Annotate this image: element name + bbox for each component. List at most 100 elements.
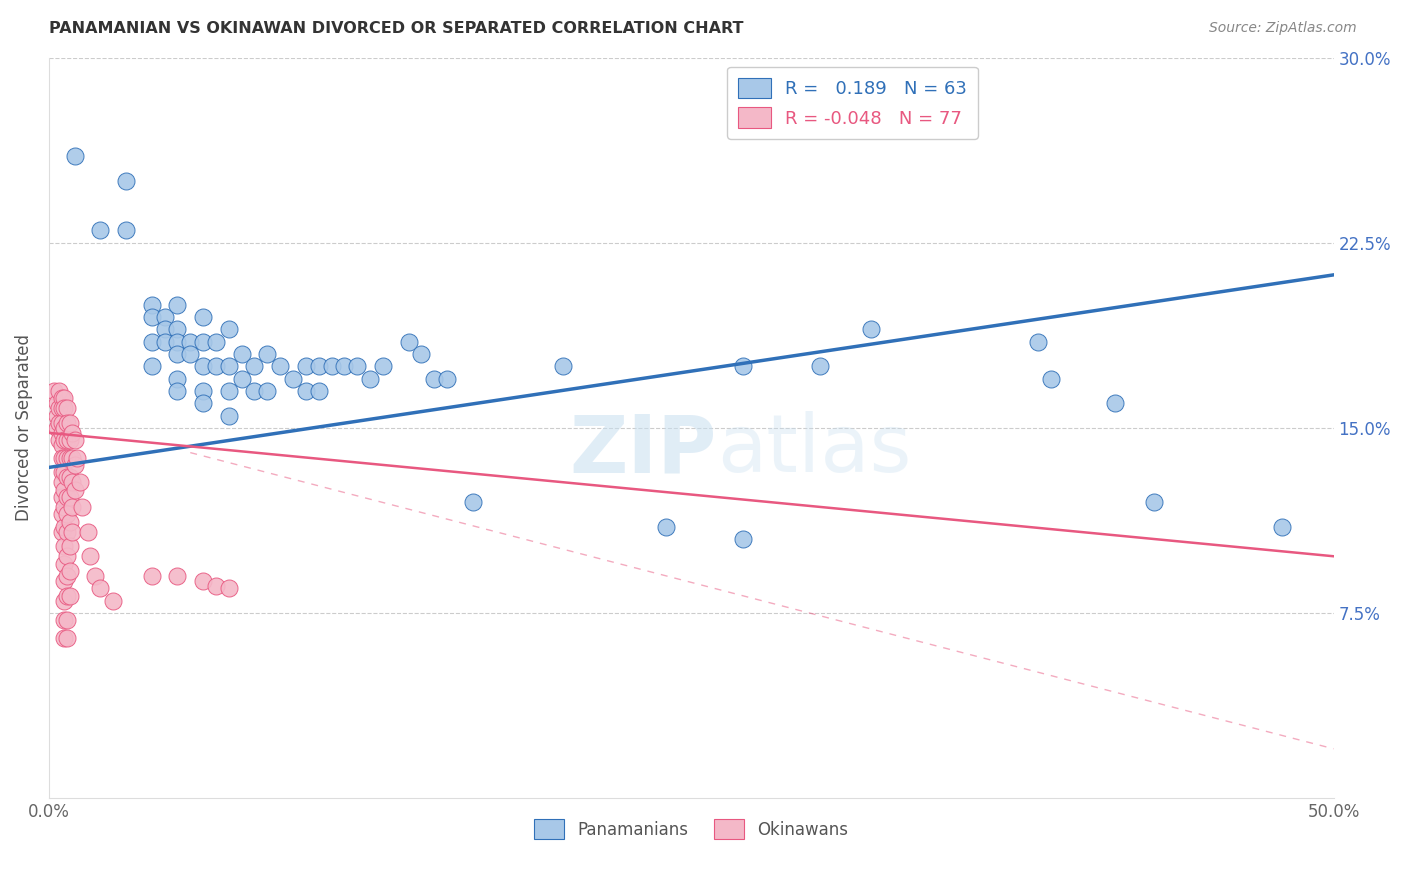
Point <box>141 334 163 349</box>
Point <box>153 334 176 349</box>
Point <box>166 347 188 361</box>
Point <box>48 384 70 398</box>
Point <box>51 490 73 504</box>
Point <box>53 434 76 448</box>
Point <box>45 421 67 435</box>
Point <box>166 334 188 349</box>
Point <box>411 347 433 361</box>
Point <box>51 392 73 406</box>
Point <box>256 347 278 361</box>
Point <box>51 524 73 539</box>
Point <box>295 359 318 374</box>
Text: ZIP: ZIP <box>569 411 717 489</box>
Point <box>179 334 201 349</box>
Point <box>153 322 176 336</box>
Point <box>551 359 574 374</box>
Point <box>56 450 79 465</box>
Point <box>45 409 67 423</box>
Point <box>51 416 73 430</box>
Point <box>166 322 188 336</box>
Point <box>103 593 125 607</box>
Point <box>218 582 240 596</box>
Point <box>333 359 356 374</box>
Point <box>53 593 76 607</box>
Point <box>51 438 73 452</box>
Point <box>60 524 83 539</box>
Point <box>231 347 253 361</box>
Point <box>63 434 86 448</box>
Point <box>191 310 214 324</box>
Point <box>1026 334 1049 349</box>
Point <box>243 384 266 398</box>
Point <box>1039 371 1062 385</box>
Point <box>58 589 80 603</box>
Point <box>58 490 80 504</box>
Point <box>218 322 240 336</box>
Point <box>60 425 83 440</box>
Point <box>76 524 98 539</box>
Point <box>256 384 278 398</box>
Point <box>56 631 79 645</box>
Point <box>191 359 214 374</box>
Point <box>53 500 76 514</box>
Point <box>218 384 240 398</box>
Point <box>205 579 228 593</box>
Point <box>69 475 91 490</box>
Point <box>56 490 79 504</box>
Point <box>141 310 163 324</box>
Point <box>308 359 330 374</box>
Point <box>179 347 201 361</box>
Point <box>53 519 76 533</box>
Point <box>141 569 163 583</box>
Point <box>56 524 79 539</box>
Point <box>308 384 330 398</box>
Point <box>89 223 111 237</box>
Point <box>53 466 76 480</box>
Point <box>84 569 107 583</box>
Point <box>56 401 79 416</box>
Point <box>1143 495 1166 509</box>
Point <box>269 359 291 374</box>
Point <box>66 450 89 465</box>
Point <box>166 297 188 311</box>
Point <box>51 450 73 465</box>
Text: PANAMANIAN VS OKINAWAN DIVORCED OR SEPARATED CORRELATION CHART: PANAMANIAN VS OKINAWAN DIVORCED OR SEPAR… <box>49 21 744 36</box>
Point <box>53 450 76 465</box>
Y-axis label: Divorced or Separated: Divorced or Separated <box>15 334 32 522</box>
Point <box>231 371 253 385</box>
Point <box>63 149 86 163</box>
Point <box>56 549 79 564</box>
Point <box>346 359 368 374</box>
Point <box>63 483 86 497</box>
Point <box>141 359 163 374</box>
Point <box>398 334 420 349</box>
Point <box>191 574 214 588</box>
Point <box>731 359 754 374</box>
Point <box>166 371 188 385</box>
Point <box>654 519 676 533</box>
Point <box>218 409 240 423</box>
Point <box>53 557 76 571</box>
Point <box>281 371 304 385</box>
Point <box>58 564 80 578</box>
Point <box>56 416 79 430</box>
Point <box>321 359 343 374</box>
Point <box>48 434 70 448</box>
Point <box>53 540 76 554</box>
Point <box>115 174 138 188</box>
Point <box>51 401 73 416</box>
Point <box>56 470 79 484</box>
Point <box>72 500 94 514</box>
Point <box>295 384 318 398</box>
Point <box>141 297 163 311</box>
Point <box>191 334 214 349</box>
Point <box>51 425 73 440</box>
Point <box>58 416 80 430</box>
Point <box>58 540 80 554</box>
Point <box>218 359 240 374</box>
Point <box>461 495 484 509</box>
Point <box>45 396 67 410</box>
Point <box>731 532 754 546</box>
Point <box>60 475 83 490</box>
Legend: Panamanians, Okinawans: Panamanians, Okinawans <box>527 813 855 846</box>
